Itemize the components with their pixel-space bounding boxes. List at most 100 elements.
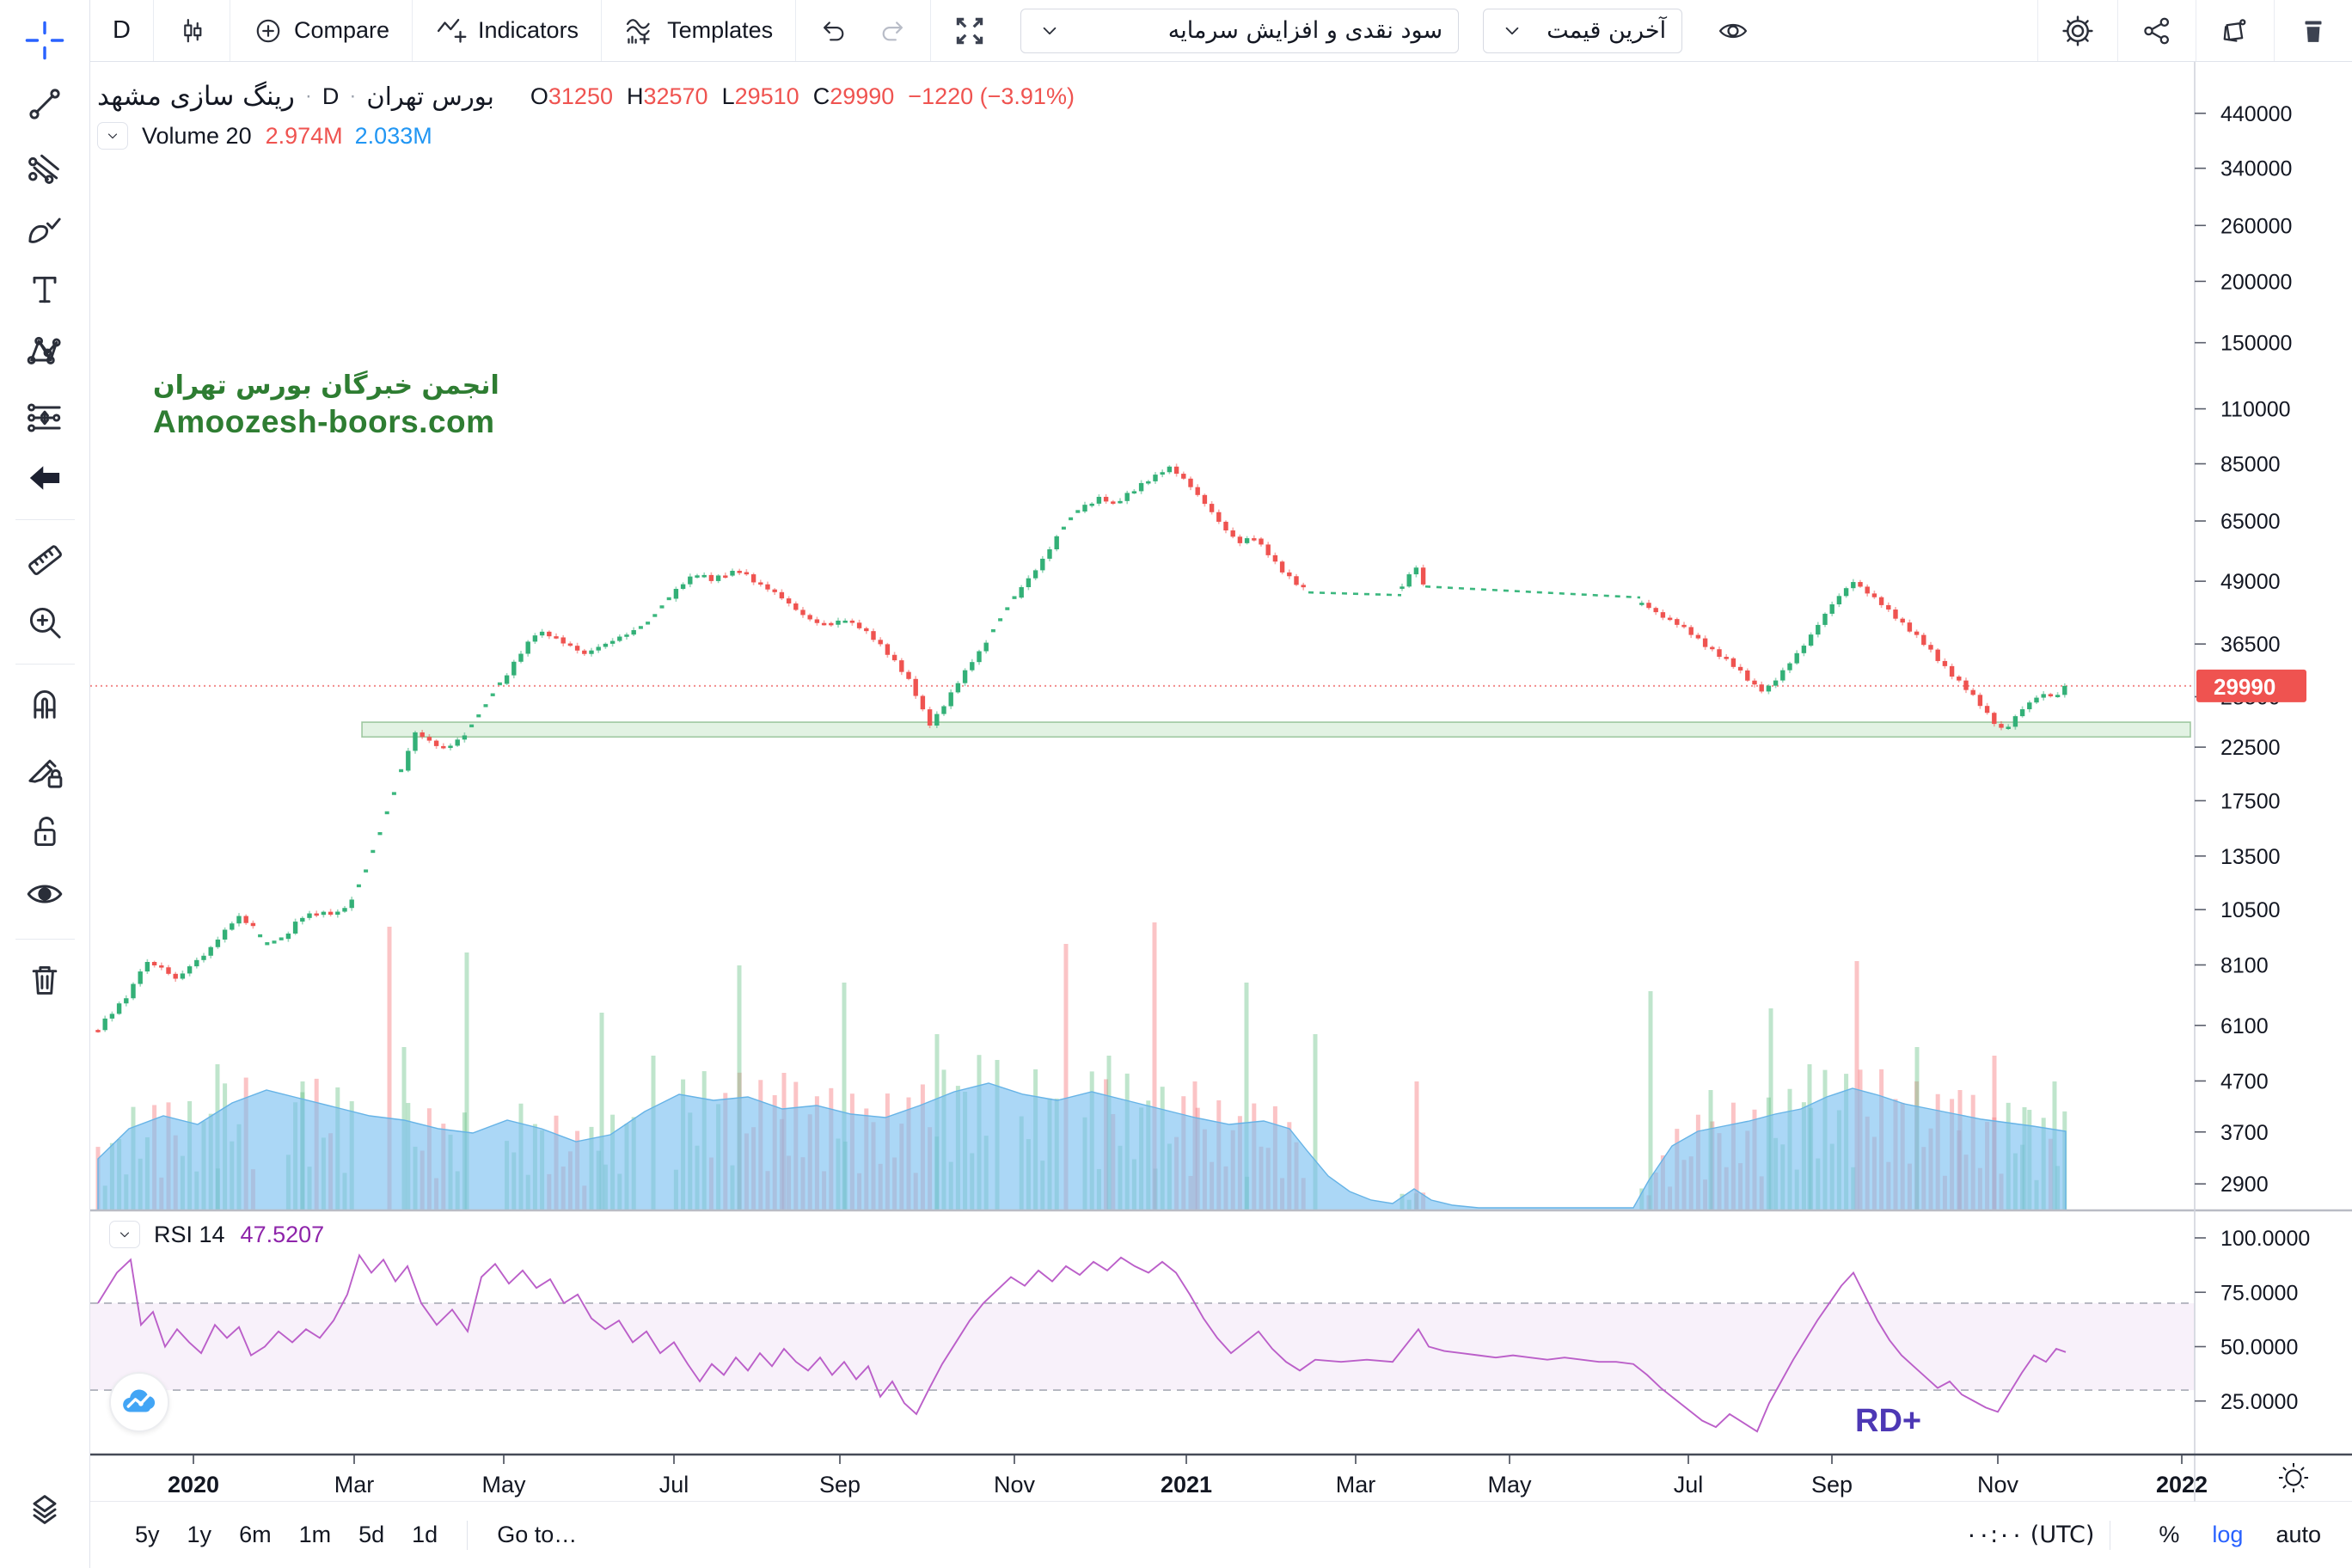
time-axis[interactable] bbox=[90, 1455, 2352, 1502]
low-value: 29510 bbox=[734, 83, 799, 109]
fullscreen-button[interactable] bbox=[931, 0, 1008, 61]
open-value: 31250 bbox=[548, 83, 613, 109]
adjustment-dropdown[interactable]: سود نقدی و افزایش سرمایه bbox=[1020, 8, 1460, 53]
goto-button[interactable]: Go to… bbox=[497, 1522, 578, 1547]
magnet-tool-icon[interactable] bbox=[24, 683, 65, 725]
range-button-1d[interactable]: 1d bbox=[412, 1522, 438, 1547]
candle bbox=[532, 635, 538, 642]
candle bbox=[1096, 496, 1102, 504]
candle bbox=[856, 622, 862, 628]
auto-scale-button[interactable]: auto bbox=[2275, 1522, 2321, 1547]
candle bbox=[1780, 670, 1785, 681]
candle bbox=[335, 911, 340, 916]
broker-logo-badge[interactable] bbox=[109, 1372, 169, 1432]
candle bbox=[300, 917, 305, 922]
candle bbox=[983, 642, 989, 652]
crosshair-tool-icon[interactable] bbox=[24, 20, 65, 61]
measure-tool-icon[interactable] bbox=[24, 539, 65, 580]
interval-button[interactable]: D bbox=[90, 0, 153, 61]
lock-all-icon[interactable] bbox=[24, 812, 65, 853]
candle bbox=[567, 643, 573, 646]
price-mode-dropdown[interactable]: آخرین قیمت bbox=[1483, 8, 1683, 53]
candle bbox=[962, 670, 968, 683]
candle bbox=[1710, 646, 1715, 650]
log-scale-button[interactable]: log bbox=[2212, 1522, 2244, 1547]
candle bbox=[1829, 603, 1834, 614]
visibility-button[interactable] bbox=[1694, 0, 1772, 61]
chart-canvas[interactable]: 440000 340000 260000 200000 150000 110000 8500… bbox=[90, 62, 2352, 1502]
range-button-5y[interactable]: 5y bbox=[135, 1522, 160, 1547]
zoom-in-tool-icon[interactable] bbox=[24, 602, 65, 643]
range-button-5d[interactable]: 5d bbox=[358, 1522, 385, 1547]
halted-trading-line bbox=[1424, 585, 1641, 599]
object-tree-layers-icon[interactable] bbox=[24, 1489, 65, 1530]
back-arrow-icon[interactable] bbox=[24, 457, 65, 499]
timezone-clock[interactable]: ۰۰:۰۰ (UTC) bbox=[1965, 1522, 2095, 1548]
candle bbox=[187, 966, 193, 974]
candle bbox=[307, 913, 312, 918]
cloud-chart-logo-icon bbox=[123, 1389, 156, 1412]
candle bbox=[236, 916, 242, 924]
price-axis[interactable] bbox=[2195, 62, 2352, 1455]
candlestick-style-icon bbox=[184, 18, 202, 42]
compare-button[interactable]: Compare bbox=[230, 0, 412, 61]
symbol-name[interactable]: رینگ سازی مشهد bbox=[97, 81, 295, 112]
text-tool-icon[interactable] bbox=[24, 269, 65, 310]
candle bbox=[1244, 538, 1250, 543]
undo-button[interactable] bbox=[796, 0, 872, 61]
candle bbox=[1949, 665, 1955, 677]
candle bbox=[582, 650, 587, 654]
hide-drawings-eye-icon[interactable] bbox=[24, 873, 65, 915]
indicators-button[interactable]: Indicators bbox=[413, 0, 601, 61]
candle bbox=[779, 591, 785, 599]
volume-spike bbox=[1648, 991, 1653, 1210]
support-zone[interactable] bbox=[361, 721, 2191, 738]
templates-button[interactable]: Templates bbox=[602, 0, 795, 61]
drawing-mode-lock-icon[interactable] bbox=[24, 751, 65, 793]
price-tick-label: 4700 bbox=[2220, 1069, 2269, 1093]
rsi-legend-collapse-button[interactable] bbox=[109, 1221, 140, 1248]
indicators-icon bbox=[437, 18, 467, 43]
remove-drawings-trash-icon[interactable] bbox=[24, 959, 65, 1001]
candle bbox=[793, 603, 799, 610]
drawing-toolbar bbox=[0, 0, 90, 1568]
volume-legend-collapse-button[interactable] bbox=[97, 122, 128, 150]
snapshot-button[interactable] bbox=[2196, 0, 2274, 61]
brush-tool-icon[interactable] bbox=[24, 209, 65, 250]
legend-exchange: بورس تهران bbox=[366, 82, 494, 111]
delete-button[interactable] bbox=[2275, 0, 2352, 61]
range-button-6m[interactable]: 6m bbox=[239, 1522, 272, 1547]
projection-tool-icon[interactable] bbox=[24, 397, 65, 438]
rsi-tick-label: 100.0000 bbox=[2220, 1227, 2310, 1251]
volume-spike bbox=[1768, 1008, 1773, 1210]
candle bbox=[695, 575, 700, 578]
price-tick-label: 6100 bbox=[2220, 1014, 2269, 1038]
candle bbox=[194, 959, 199, 967]
candle bbox=[2027, 702, 2032, 710]
chart-settings-button[interactable] bbox=[2038, 0, 2117, 61]
chart-plot-area[interactable] bbox=[90, 62, 2195, 1210]
candle bbox=[1413, 567, 1419, 575]
gann-fib-tool-icon[interactable] bbox=[24, 147, 65, 188]
range-button-1y[interactable]: 1y bbox=[187, 1522, 212, 1547]
chart-style-button[interactable] bbox=[154, 0, 230, 61]
candle bbox=[1124, 493, 1130, 501]
candle bbox=[1816, 624, 1821, 635]
candle bbox=[511, 661, 517, 676]
trend-line-tool-icon[interactable] bbox=[24, 83, 65, 125]
time-tick-label: Jul bbox=[1674, 1472, 1704, 1498]
candle bbox=[1808, 634, 1814, 646]
price-tick-label: 13500 bbox=[2220, 845, 2281, 869]
price-tick-label: 49000 bbox=[2220, 570, 2281, 594]
percent-scale-button[interactable]: % bbox=[2159, 1522, 2180, 1547]
candle bbox=[1294, 576, 1299, 585]
candle bbox=[1406, 574, 1412, 587]
range-button-1m[interactable]: 1m bbox=[298, 1522, 332, 1547]
candle bbox=[1907, 622, 1913, 632]
xabcd-pattern-tool-icon[interactable] bbox=[24, 329, 65, 371]
share-button[interactable] bbox=[2118, 0, 2196, 61]
time-axis-settings-icon[interactable] bbox=[2279, 1463, 2308, 1492]
redo-button[interactable] bbox=[872, 0, 930, 61]
divider bbox=[467, 1520, 469, 1550]
